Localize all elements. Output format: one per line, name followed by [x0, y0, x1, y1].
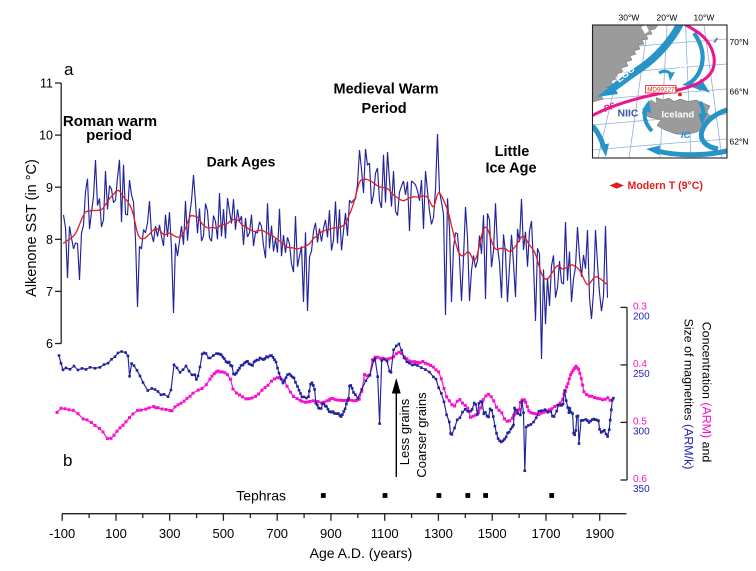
svg-text:11: 11 — [40, 77, 53, 91]
svg-text:a: a — [64, 60, 74, 79]
svg-text:Modern T (9°C): Modern T (9°C) — [628, 180, 703, 192]
svg-text:Tephras: Tephras — [236, 488, 286, 504]
svg-text:7: 7 — [46, 285, 53, 299]
svg-text:Period: Period — [361, 101, 406, 117]
svg-text:250: 250 — [633, 369, 650, 380]
svg-text:MD992275: MD992275 — [647, 86, 678, 93]
svg-text:350: 350 — [633, 484, 650, 495]
svg-text:Dark Ages: Dark Ages — [207, 154, 276, 170]
svg-text:66°N: 66°N — [730, 87, 749, 97]
svg-text:PF: PF — [602, 100, 617, 114]
svg-text:6: 6 — [46, 337, 53, 351]
svg-text:10°W: 10°W — [694, 13, 715, 23]
svg-text:20°W: 20°W — [657, 13, 678, 23]
svg-text:300: 300 — [633, 427, 650, 438]
svg-text:0.4: 0.4 — [633, 359, 647, 370]
svg-text:30°W: 30°W — [619, 13, 640, 23]
svg-text:200: 200 — [633, 312, 650, 323]
svg-text:8: 8 — [46, 233, 53, 247]
svg-text:Ice Age: Ice Age — [485, 161, 536, 177]
svg-text:Roman warm: Roman warm — [63, 113, 157, 130]
svg-text:100: 100 — [105, 526, 127, 541]
svg-text:Concentration (ARM) and: Concentration (ARM) and — [700, 322, 714, 463]
svg-text:0.3: 0.3 — [633, 302, 647, 313]
svg-text:700: 700 — [266, 526, 288, 541]
svg-text:10: 10 — [39, 129, 53, 143]
svg-text:b: b — [63, 451, 72, 470]
svg-text:9: 9 — [46, 181, 53, 195]
svg-text:1900: 1900 — [585, 526, 614, 541]
svg-text:Medieval Warm: Medieval Warm — [333, 82, 438, 98]
svg-text:500: 500 — [213, 526, 235, 541]
svg-text:NIIC: NIIC — [618, 108, 639, 120]
svg-text:1500: 1500 — [478, 526, 507, 541]
svg-text:1100: 1100 — [371, 526, 399, 541]
svg-text:Age A.D. (years): Age A.D. (years) — [310, 545, 413, 561]
svg-text:Coarser grains: Coarser grains — [414, 392, 429, 478]
svg-text:Size of magnetites (ARM/k): Size of magnetites (ARM/k) — [682, 319, 696, 470]
svg-text:-100: -100 — [49, 526, 75, 541]
svg-text:300: 300 — [159, 526, 181, 541]
svg-text:1300: 1300 — [424, 526, 453, 541]
svg-text:Iceland: Iceland — [662, 110, 695, 121]
svg-text:900: 900 — [320, 526, 342, 541]
svg-text:IC: IC — [681, 130, 691, 141]
svg-text:period: period — [86, 127, 132, 144]
svg-text:Alkenone SST (in °C): Alkenone SST (in °C) — [24, 159, 40, 297]
svg-text:0.6: 0.6 — [633, 474, 647, 485]
svg-text:Less grains: Less grains — [397, 398, 412, 465]
svg-text:0.5: 0.5 — [633, 417, 647, 428]
svg-text:1700: 1700 — [532, 526, 561, 541]
svg-text:Little: Little — [495, 144, 530, 160]
svg-text:70°N: 70°N — [730, 37, 749, 47]
svg-text:62°N: 62°N — [730, 137, 749, 147]
